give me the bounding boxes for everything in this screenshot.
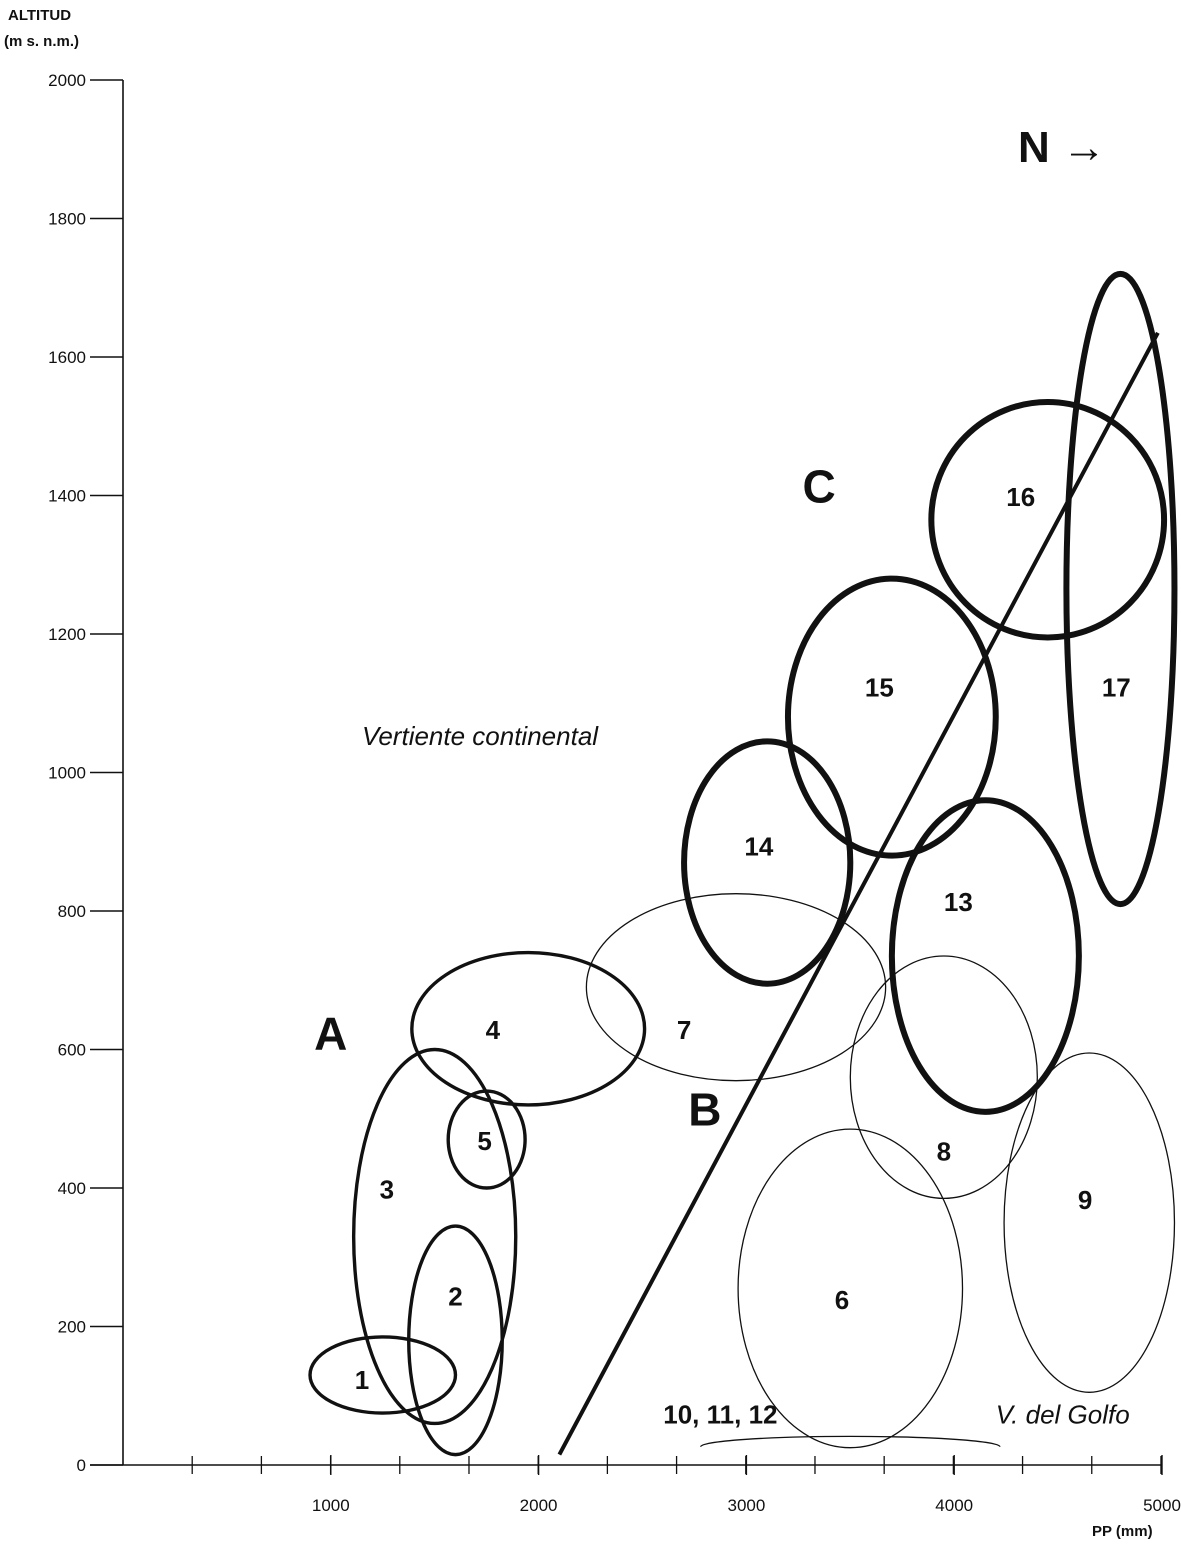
y-axis-title-line1: ALTITUD	[8, 7, 71, 24]
region-label: Vertiente continental	[362, 721, 599, 751]
zone-label: C	[803, 460, 836, 512]
axes: 0 200 400 600 800 1000 1200 1400 1600 1800 2000 100…	[48, 71, 1181, 1515]
labels-group: 10, 11, 12 1 2 3 4 5 6 7 8 9 13 14 15 16 17 A B C Vertient…	[314, 460, 1131, 1429]
x-tick-label: 1000	[312, 1496, 350, 1515]
cluster-label: 7	[677, 1015, 691, 1045]
cluster-label: 2	[448, 1282, 462, 1312]
north-indicator: N →	[1018, 123, 1106, 172]
cluster-ellipse	[737, 1128, 964, 1449]
cluster-ellipse	[410, 950, 647, 1107]
cluster-label: 17	[1102, 672, 1131, 702]
divider-line-group	[557, 331, 1160, 1456]
cluster-ellipse	[1003, 1052, 1176, 1393]
cluster-ellipse	[681, 738, 854, 987]
cluster-ellipse	[351, 1047, 518, 1426]
zone-label: A	[314, 1008, 347, 1060]
cluster-label: 6	[835, 1285, 849, 1315]
cluster-label: 8	[937, 1136, 951, 1166]
y-tick-label: 200	[58, 1318, 86, 1337]
y-tick-label: 1600	[48, 348, 86, 367]
y-tick-label: 0	[77, 1456, 86, 1475]
cluster-label: 14	[744, 832, 773, 862]
cluster-ellipse	[849, 955, 1038, 1200]
cluster-arc	[700, 1435, 1001, 1448]
zone-label: B	[688, 1084, 721, 1136]
region-label: V. del Golfo	[996, 1399, 1130, 1429]
clusters-group	[308, 270, 1178, 1457]
cluster-label: 13	[944, 887, 973, 917]
divider-line	[557, 331, 1160, 1456]
x-tick-label: 2000	[520, 1496, 558, 1515]
cluster-label: 5	[477, 1126, 491, 1156]
cluster-label: 9	[1078, 1185, 1092, 1215]
cluster-ellipse	[928, 399, 1168, 641]
cluster-label: 15	[865, 672, 894, 702]
x-axis-title: PP (mm)	[1092, 1523, 1153, 1540]
cluster-ellipse	[308, 1335, 458, 1415]
y-tick-label: 600	[58, 1041, 86, 1060]
x-tick-label: 3000	[727, 1496, 765, 1515]
cluster-label: 16	[1006, 482, 1035, 512]
y-tick-label: 1800	[48, 210, 86, 229]
y-tick-label: 400	[58, 1179, 86, 1198]
cluster-ellipse	[888, 797, 1082, 1115]
x-tick-label: 4000	[935, 1496, 973, 1515]
cluster-label: 3	[380, 1174, 394, 1204]
y-tick-label: 2000	[48, 71, 86, 90]
cluster-ellipse	[784, 575, 999, 859]
cluster-label: 1	[355, 1365, 369, 1395]
cluster-label: 4	[486, 1015, 501, 1045]
y-axis-title-line2: (m s. n.m.)	[4, 33, 79, 50]
y-tick-label: 1400	[48, 487, 86, 506]
y-tick-label: 1200	[48, 625, 86, 644]
cluster-ellipse	[585, 893, 887, 1082]
y-tick-label: 800	[58, 902, 86, 921]
cluster-ellipse	[446, 1089, 527, 1190]
cluster-label: 10, 11, 12	[663, 1399, 777, 1429]
y-tick-label: 1000	[48, 764, 86, 783]
x-tick-label: 5000	[1143, 1496, 1181, 1515]
cluster-ellipse	[1063, 270, 1178, 908]
